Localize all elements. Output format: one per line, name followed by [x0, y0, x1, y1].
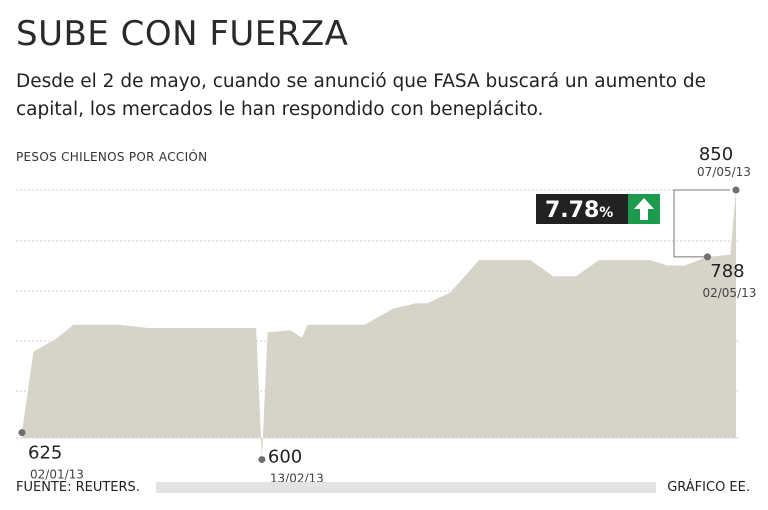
- chart-title: SUBE CON FUERZA: [16, 14, 349, 54]
- change-value: 7.78%: [545, 198, 613, 223]
- date-label: 07/05/13: [697, 165, 751, 179]
- price-marks: [18, 186, 740, 464]
- value-label: 600: [268, 447, 302, 468]
- data-point-1: [258, 456, 266, 464]
- credit-label: GRÁFICO EE.: [667, 480, 750, 495]
- footer-divider: [156, 482, 656, 493]
- data-point-0: [18, 429, 26, 437]
- arrow-up-icon: [634, 198, 654, 220]
- change-bracket: [673, 189, 730, 258]
- date-label: 02/05/13: [702, 286, 756, 300]
- source-label: FUENTE: REUTERS.: [16, 480, 140, 495]
- price-area: [22, 190, 736, 460]
- value-label: 788: [710, 261, 744, 282]
- y-axis-label: PESOS CHILENOS POR ACCIÓN: [16, 150, 208, 164]
- change-badge-box: [536, 194, 628, 224]
- value-label: 850: [699, 144, 733, 165]
- change-badge: 7.78%: [536, 194, 660, 224]
- chart-subtitle: Desde el 2 de mayo, cuando se anunció qu…: [16, 71, 707, 120]
- date-label: 02/01/13: [30, 468, 84, 482]
- value-label: 625: [28, 443, 62, 464]
- data-point-3: [732, 186, 740, 194]
